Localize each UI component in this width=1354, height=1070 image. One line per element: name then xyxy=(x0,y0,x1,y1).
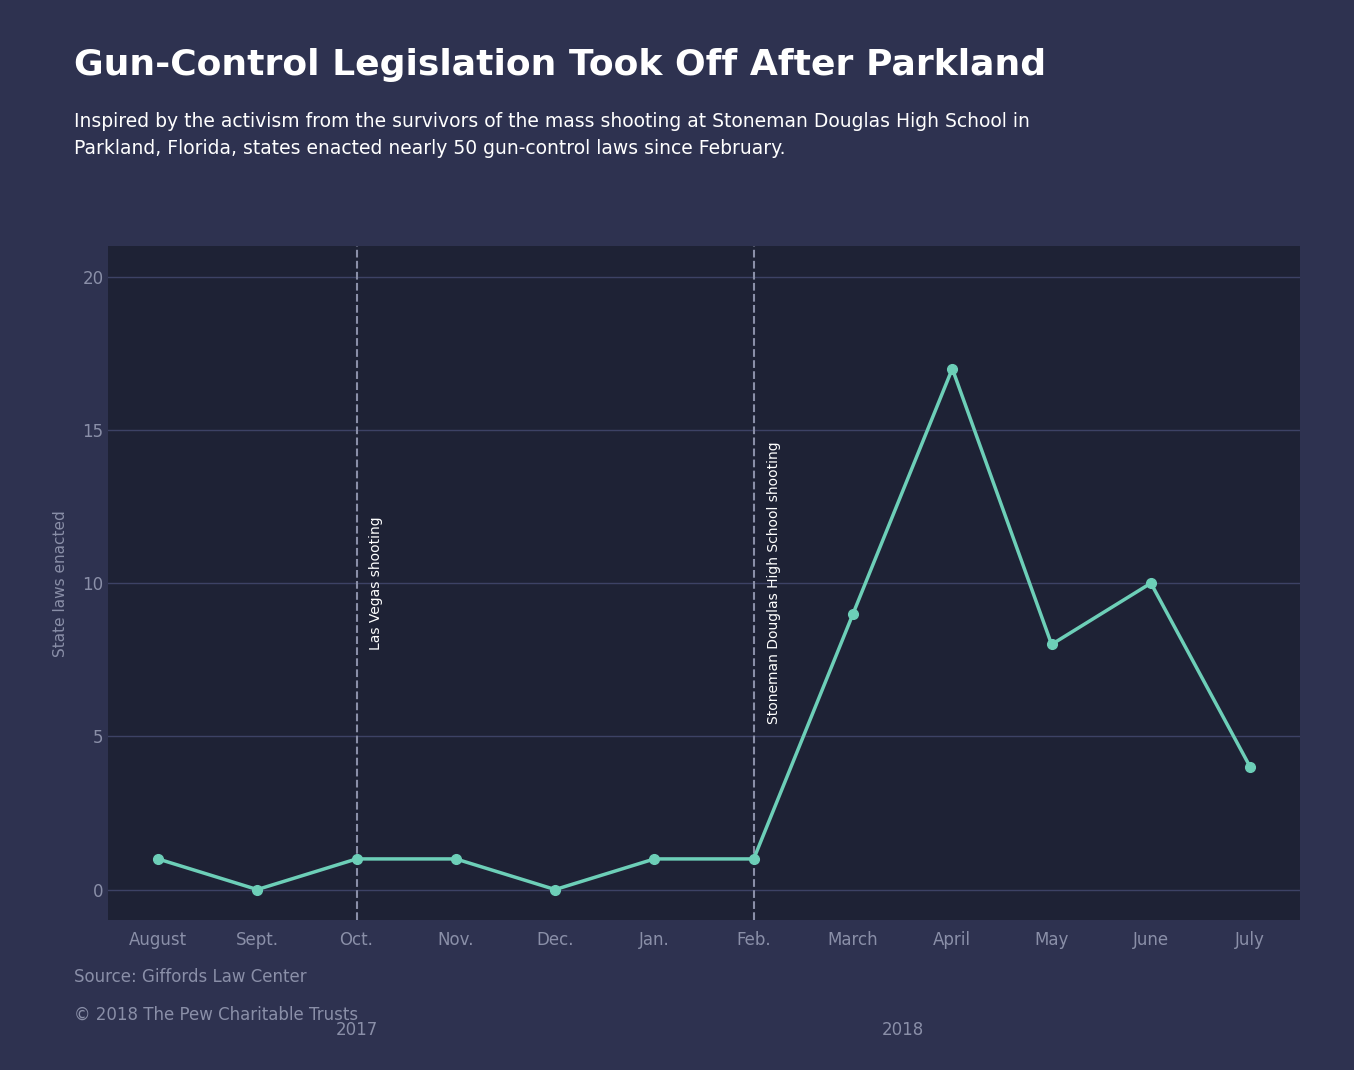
Y-axis label: State laws enacted: State laws enacted xyxy=(53,509,69,657)
Text: Stoneman Douglas High School shooting: Stoneman Douglas High School shooting xyxy=(766,442,781,724)
Text: 2017: 2017 xyxy=(336,1021,378,1039)
Text: Source: Giffords Law Center: Source: Giffords Law Center xyxy=(74,968,307,987)
Text: © 2018 The Pew Charitable Trusts: © 2018 The Pew Charitable Trusts xyxy=(74,1006,359,1024)
Text: Gun-Control Legislation Took Off After Parkland: Gun-Control Legislation Took Off After P… xyxy=(74,48,1047,82)
Text: Inspired by the activism from the survivors of the mass shooting at Stoneman Dou: Inspired by the activism from the surviv… xyxy=(74,112,1030,158)
Text: 2018: 2018 xyxy=(881,1021,923,1039)
Text: Las Vegas shooting: Las Vegas shooting xyxy=(370,517,383,649)
